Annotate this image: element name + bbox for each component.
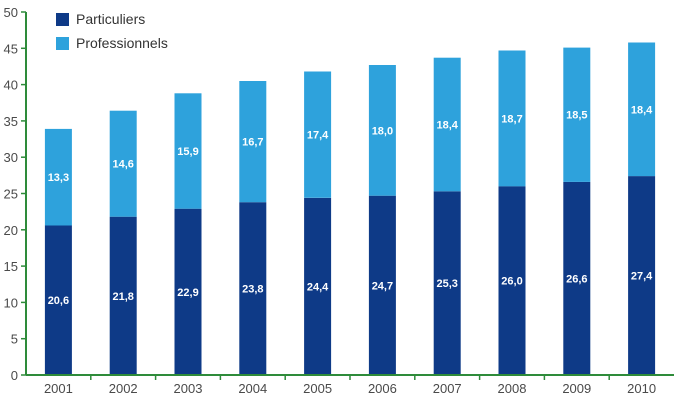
value-label-particuliers-2007: 25,3: [436, 278, 457, 290]
value-label-professionnels-2007: 18,4: [436, 120, 458, 132]
bars: [45, 43, 655, 376]
value-label-particuliers-2003: 22,9: [177, 287, 198, 299]
x-tick-label: 2002: [109, 381, 138, 396]
value-label-particuliers-2005: 24,4: [307, 281, 329, 293]
y-tick-label: 45: [4, 41, 18, 56]
value-label-professionnels-2009: 18,5: [566, 110, 587, 122]
value-label-professionnels-2004: 16,7: [242, 137, 263, 149]
y-tick-label: 50: [4, 5, 18, 20]
value-label-professionnels-2003: 15,9: [177, 146, 198, 158]
legend-swatch-particuliers: [56, 13, 69, 26]
value-label-professionnels-2005: 17,4: [307, 130, 329, 142]
legend-label-particuliers: Particuliers: [76, 11, 145, 27]
value-label-particuliers-2001: 20,6: [48, 295, 69, 307]
y-tick-label: 25: [4, 187, 18, 202]
y-tick-label: 35: [4, 114, 18, 129]
value-labels: 20,6 13,3 21,8 14,6 22,9 15,9 23,8 16,7 24,4 17,4…: [48, 104, 653, 307]
legend-label-professionnels: Professionnels: [76, 35, 168, 51]
y-tick-label: 5: [11, 332, 18, 347]
y-tick-label: 15: [4, 259, 18, 274]
x-tick-label: 2009: [562, 381, 591, 396]
y-tick-label: 10: [4, 295, 18, 310]
value-label-professionnels-2001: 13,3: [48, 172, 69, 184]
x-tick-label: 2010: [627, 381, 656, 396]
x-tick-label: 2004: [238, 381, 267, 396]
y-tick-label: 30: [4, 150, 18, 165]
value-label-professionnels-2010: 18,4: [631, 104, 653, 116]
y-tick-label: 40: [4, 78, 18, 93]
value-label-professionnels-2008: 18,7: [501, 113, 522, 125]
value-label-professionnels-2002: 14,6: [112, 159, 133, 171]
y-tick-label: 20: [4, 223, 18, 238]
value-label-particuliers-2008: 26,0: [501, 276, 522, 288]
x-tick-label: 2008: [498, 381, 527, 396]
value-label-particuliers-2010: 27,4: [631, 271, 653, 283]
value-label-particuliers-2004: 23,8: [242, 284, 263, 296]
legend: Particuliers Professionnels: [56, 11, 168, 51]
value-label-professionnels-2006: 18,0: [372, 125, 393, 137]
value-label-particuliers-2009: 26,6: [566, 273, 587, 285]
x-tick-label: 2007: [433, 381, 462, 396]
x-tick-label: 2003: [174, 381, 203, 396]
x-tick-label: 2001: [44, 381, 73, 396]
legend-swatch-professionnels: [56, 37, 69, 50]
value-label-particuliers-2002: 21,8: [112, 291, 133, 303]
value-label-particuliers-2006: 24,7: [372, 280, 393, 292]
y-tick-label: 0: [11, 368, 18, 383]
x-tick-label: 2005: [303, 381, 332, 396]
x-tick-label: 2006: [368, 381, 397, 396]
